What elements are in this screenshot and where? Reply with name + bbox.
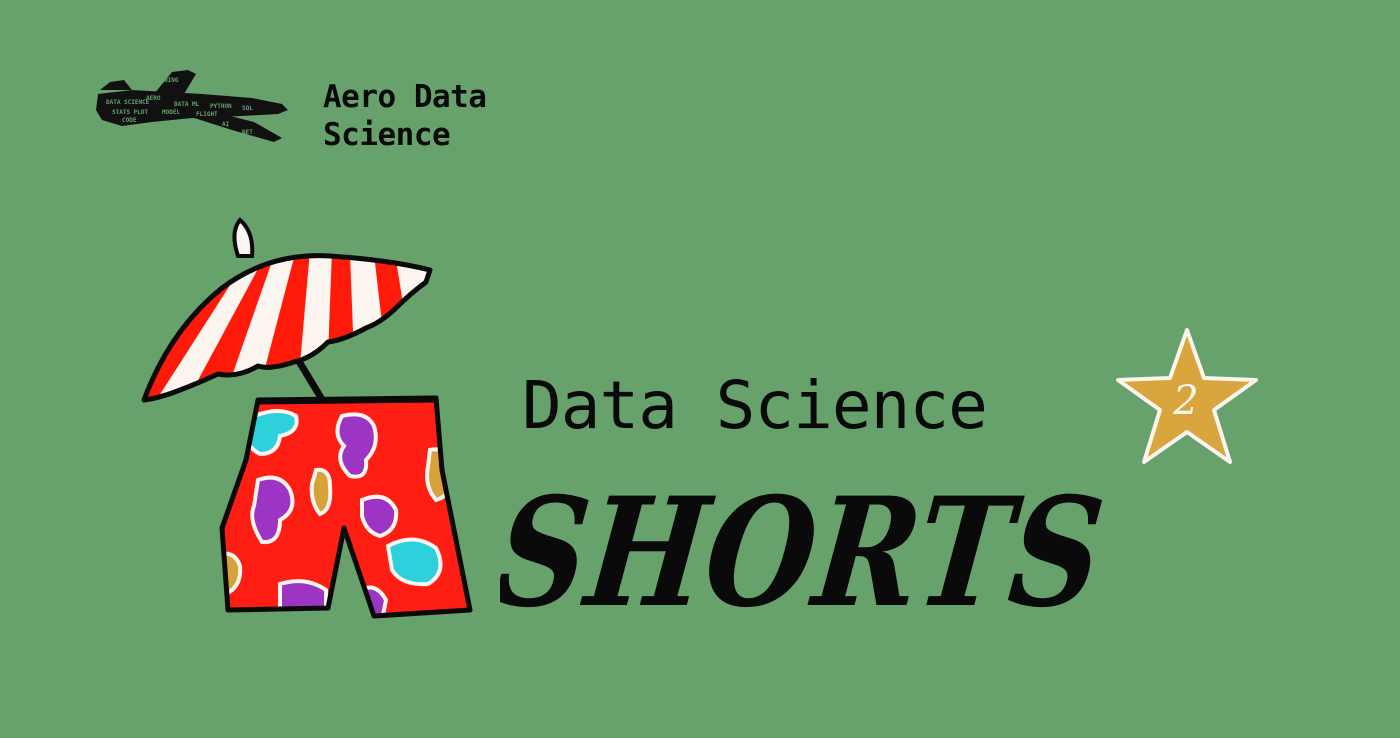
svg-text:NET: NET bbox=[242, 129, 253, 136]
svg-text:AI: AI bbox=[222, 121, 230, 128]
svg-text:STATS PLOT: STATS PLOT bbox=[112, 109, 149, 116]
shorts-wordmark: SHORTS bbox=[500, 465, 1111, 630]
star-icon: 2 bbox=[1116, 328, 1258, 464]
svg-text:SQL: SQL bbox=[242, 105, 253, 112]
svg-text:WING: WING bbox=[164, 77, 179, 84]
brand-name-line-1: Aero Data bbox=[323, 79, 487, 115]
svg-text:FLIGHT: FLIGHT bbox=[196, 111, 218, 118]
swim-shorts-icon bbox=[219, 395, 473, 619]
brand-name: Aero Data Science bbox=[323, 78, 487, 154]
airplane-word-cloud-icon: DATA SCIENCE AERO DATA ML PYTHON STATS P… bbox=[96, 70, 288, 142]
svg-text:DATA SCIENCE: DATA SCIENCE bbox=[106, 99, 150, 106]
headline: Data Science bbox=[522, 367, 988, 444]
svg-text:DATA ML: DATA ML bbox=[174, 101, 200, 108]
svg-text:AERO: AERO bbox=[146, 95, 161, 102]
brand-name-line-2: Science bbox=[323, 117, 451, 153]
svg-text:MODEL: MODEL bbox=[162, 109, 180, 116]
beach-umbrella-shorts-illustration bbox=[141, 217, 473, 619]
svg-text:CODE: CODE bbox=[122, 117, 137, 124]
badge-number: 2 bbox=[1172, 378, 1198, 424]
beach-umbrella-icon bbox=[141, 217, 433, 410]
svg-text:PYTHON: PYTHON bbox=[210, 103, 232, 110]
shorts-wordmark-text: SHORTS bbox=[500, 465, 1111, 630]
